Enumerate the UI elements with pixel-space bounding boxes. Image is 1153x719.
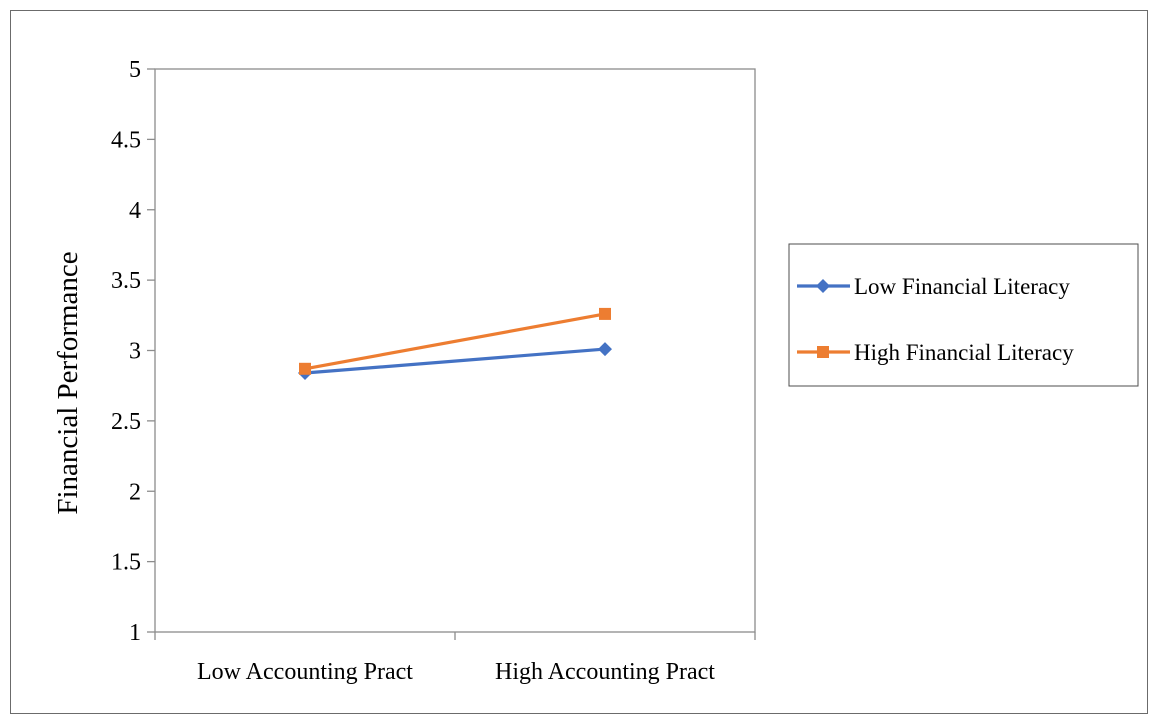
- legend-box: [788, 243, 1139, 387]
- y-tick-label: 5: [129, 57, 141, 83]
- legend-label: Low Financial Literacy: [854, 274, 1070, 299]
- series-line-low: [304, 347, 606, 375]
- y-tick-label: 3.5: [111, 268, 141, 294]
- legend-label: High Financial Literacy: [854, 340, 1074, 365]
- x-tick-label: High Accounting Pract: [495, 659, 715, 685]
- legend: Low Financial Literacy High Financial Lit…: [788, 243, 1139, 387]
- data-point-high-0: [299, 362, 311, 375]
- y-tick-label: 1: [129, 620, 141, 646]
- x-tick-label: Low Accounting Pract: [197, 659, 413, 685]
- series-line-high: [304, 312, 606, 371]
- series-markers: [298, 307, 612, 381]
- legend-marker: [816, 279, 830, 293]
- y-tick-label: 2.5: [111, 409, 141, 435]
- plot-border: [154, 68, 756, 633]
- plot-area: [154, 68, 756, 633]
- y-tick-label: 4: [129, 198, 141, 224]
- y-axis-title: Financial Performance: [52, 251, 84, 514]
- series-lines: [304, 312, 606, 375]
- legend-marker: [817, 346, 829, 358]
- y-tick-label: 1.5: [111, 550, 141, 576]
- data-point-high-1: [599, 307, 611, 320]
- y-axis-ticks: 1 1.5 2 2.5 3 3.5 4 4.5 5: [111, 57, 155, 646]
- x-axis-ticks: Low Accounting Pract High Accounting Prac…: [154, 632, 756, 685]
- data-point-low-1: [598, 342, 612, 357]
- y-tick-label: 2: [129, 479, 141, 505]
- y-tick-label: 3: [129, 339, 141, 365]
- y-tick-label: 4.5: [111, 127, 141, 153]
